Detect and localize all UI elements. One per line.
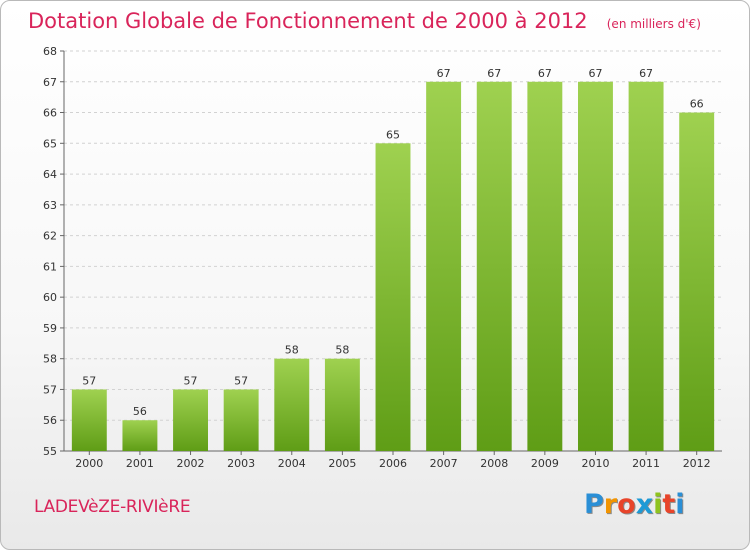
x-tick-label: 2011 xyxy=(632,457,660,470)
x-tick-label: 2009 xyxy=(531,457,559,470)
y-tick-label: 65 xyxy=(43,137,57,150)
data-label: 66 xyxy=(690,98,704,111)
y-tick-label: 68 xyxy=(43,45,57,58)
logo-letter: i xyxy=(653,489,663,520)
y-tick-label: 59 xyxy=(43,322,57,335)
x-tick-label: 2012 xyxy=(683,457,711,470)
y-tick-label: 63 xyxy=(43,199,57,212)
x-tick-label: 2007 xyxy=(430,457,458,470)
bar-layer xyxy=(71,81,715,452)
x-tick-label: 2002 xyxy=(177,457,205,470)
logo-letter: r xyxy=(603,489,618,520)
x-tick-label: 2010 xyxy=(581,457,609,470)
data-label: 67 xyxy=(437,67,451,80)
data-label: 57 xyxy=(184,374,198,387)
bar xyxy=(71,389,107,451)
chart-subtitle: (en milliers d'€) xyxy=(606,17,701,31)
data-label: 57 xyxy=(234,374,248,387)
logo-letter: o xyxy=(617,489,636,520)
y-tick-label: 60 xyxy=(43,291,57,304)
x-tick-label: 2003 xyxy=(227,457,255,470)
logo-letter: x xyxy=(635,489,654,520)
bar xyxy=(476,81,512,452)
bar xyxy=(122,420,158,451)
commune-name: LADEVèZE-RIVIèRE xyxy=(34,497,191,517)
y-tick-label: 67 xyxy=(43,76,57,89)
data-label: 67 xyxy=(588,67,602,80)
data-label: 67 xyxy=(487,67,501,80)
bar xyxy=(223,389,259,451)
y-tick-label: 66 xyxy=(43,107,57,120)
y-tick-label: 56 xyxy=(43,414,57,427)
title-row: Dotation Globale de Fonctionnement de 20… xyxy=(28,9,701,33)
bar xyxy=(375,143,411,452)
data-label: 67 xyxy=(538,67,552,80)
data-label: 67 xyxy=(639,67,653,80)
data-label: 58 xyxy=(335,344,349,357)
y-tick-label: 64 xyxy=(43,168,57,181)
data-label: 65 xyxy=(386,128,400,141)
data-label: 57 xyxy=(82,374,96,387)
y-tick-label: 58 xyxy=(43,353,57,366)
bar xyxy=(426,81,462,452)
bar xyxy=(274,358,310,451)
logo-letter: P xyxy=(584,489,604,520)
x-tick-label: 2001 xyxy=(126,457,154,470)
label-layer: 2000 57 2001 56 2002 57 2003 57 2004 58 2005 58 2006… xyxy=(75,67,710,470)
x-tick-label: 2005 xyxy=(328,457,356,470)
x-tick-label: 2004 xyxy=(278,457,306,470)
data-label: 58 xyxy=(285,344,299,357)
logo-letter: t xyxy=(662,489,676,520)
bar xyxy=(628,81,664,452)
y-tick-label: 61 xyxy=(43,260,57,273)
x-tick-label: 2000 xyxy=(75,457,103,470)
logo-letter: i xyxy=(675,489,685,520)
y-tick-label: 57 xyxy=(43,383,57,396)
bar xyxy=(527,81,563,452)
bar xyxy=(324,358,360,451)
bar xyxy=(679,112,715,452)
proxiti-logo[interactable]: Proxiti xyxy=(584,489,685,520)
y-tick-label: 55 xyxy=(43,445,57,458)
x-tick-label: 2008 xyxy=(480,457,508,470)
data-label: 56 xyxy=(133,405,147,418)
chart-title: Dotation Globale de Fonctionnement de 20… xyxy=(28,9,588,33)
y-tick-label: 62 xyxy=(43,230,57,243)
bar xyxy=(173,389,209,451)
x-tick-label: 2006 xyxy=(379,457,407,470)
bar xyxy=(577,81,613,452)
